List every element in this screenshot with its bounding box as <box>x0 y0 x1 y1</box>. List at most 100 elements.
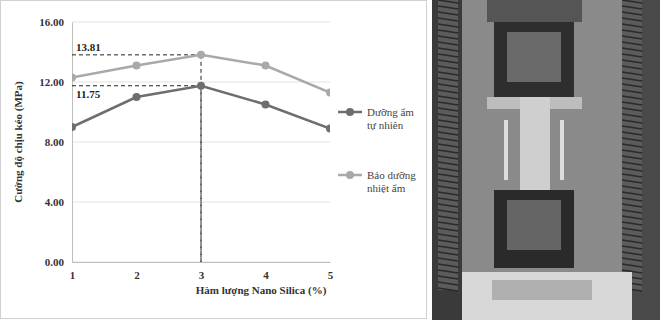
series-point <box>326 125 330 133</box>
crosshead <box>487 0 582 22</box>
lower-grip <box>494 190 574 268</box>
rod-thread <box>438 204 458 207</box>
rod-thread <box>622 156 642 159</box>
x-tick: 4 <box>263 262 269 281</box>
rod-thread <box>438 144 458 147</box>
rod-thread <box>438 282 458 285</box>
legend-label: Dưỡng ẩmtự nhiên <box>367 106 414 131</box>
legend-marker <box>346 171 354 179</box>
rod-thread <box>622 102 642 105</box>
y-tick-label: 4.00 <box>45 196 65 208</box>
rod-thread <box>622 126 642 129</box>
rod-thread <box>438 252 458 255</box>
grip-face <box>507 200 561 250</box>
series-point <box>197 82 205 90</box>
chart-page: 0.004.008.0012.0016.0012345Cường độ chịu… <box>0 0 660 320</box>
rod-thread <box>438 12 458 15</box>
series-point <box>262 62 270 70</box>
grip-face <box>507 32 561 82</box>
y-tick-label: 8.00 <box>45 136 65 148</box>
rod-thread <box>438 192 458 195</box>
annotation-label: 11.75 <box>76 88 101 100</box>
legend: Dưỡng ẩmtự nhiênBảo dưỡngnhiệt ẩm <box>338 106 416 194</box>
rod-thread <box>622 48 642 51</box>
rod-thread <box>438 48 458 51</box>
rod-thread <box>438 150 458 153</box>
rod-thread <box>438 84 458 87</box>
annotation-vline <box>201 86 202 262</box>
rod-thread <box>438 276 458 279</box>
rod-thread <box>622 150 642 153</box>
rod-thread <box>438 228 458 231</box>
rod-thread <box>438 234 458 237</box>
rod-thread <box>438 36 458 39</box>
rod-thread <box>622 6 642 9</box>
rod-thread <box>622 114 642 117</box>
grid-line <box>72 22 330 23</box>
chart-frame <box>1 1 427 319</box>
rod-thread <box>622 240 642 243</box>
upper-grip <box>494 22 574 97</box>
legend-marker <box>346 108 354 116</box>
rod-thread <box>438 288 458 291</box>
rod-thread <box>622 84 642 87</box>
rod-thread <box>438 54 458 57</box>
rod-thread <box>438 168 458 171</box>
rod-thread <box>622 18 642 21</box>
rod-thread <box>438 132 458 135</box>
rod-thread <box>622 90 642 93</box>
y-tick: 4.00 <box>45 196 72 208</box>
y-tick: 16.00 <box>39 16 72 28</box>
rod-thread <box>622 144 642 147</box>
rod-thread <box>622 132 642 135</box>
y-tick: 8.00 <box>45 136 72 148</box>
rod-thread <box>622 138 642 141</box>
gauge-rod <box>560 120 564 180</box>
x-tick-label: 2 <box>134 269 140 281</box>
series-point <box>133 93 141 101</box>
rod-thread <box>438 72 458 75</box>
series-line <box>72 86 330 129</box>
rod-thread <box>438 126 458 129</box>
axis-line <box>73 262 331 263</box>
rod-thread <box>622 192 642 195</box>
series-point <box>72 123 76 131</box>
rod-thread <box>438 180 458 183</box>
rod-thread <box>438 90 458 93</box>
rod-thread <box>438 96 458 99</box>
rod-thread <box>438 102 458 105</box>
photo <box>432 0 660 320</box>
rod-thread <box>438 78 458 81</box>
rod-thread <box>438 258 458 261</box>
rod-thread <box>438 210 458 213</box>
annotation-hline <box>72 54 201 55</box>
annotation-label: 13.81 <box>76 41 101 53</box>
rod-thread <box>438 66 458 69</box>
rod-thread <box>622 60 642 63</box>
base-slot <box>492 280 592 300</box>
grid <box>72 22 330 262</box>
rod-thread <box>438 162 458 165</box>
threaded-rod <box>622 0 642 290</box>
annotation-hline <box>72 85 201 86</box>
x-axis: 12345 <box>70 262 334 281</box>
x-tick-label: 5 <box>328 269 334 281</box>
rod-thread <box>438 174 458 177</box>
rod-thread <box>438 114 458 117</box>
x-axis-title: Hàm lượng Nano Silica (%) <box>196 284 327 297</box>
x-tick-label: 4 <box>263 269 269 281</box>
gauge-rod <box>504 120 508 180</box>
rod-thread <box>622 42 642 45</box>
rod-thread <box>622 12 642 15</box>
y-tick-label: 16.00 <box>39 16 64 28</box>
rod-thread <box>622 252 642 255</box>
series-point <box>326 89 330 97</box>
threaded-rod <box>438 0 458 290</box>
rod-thread <box>438 264 458 267</box>
rod-thread <box>622 24 642 27</box>
x-tick: 3 <box>199 262 205 281</box>
rod-thread <box>622 264 642 267</box>
y-tick-label: 0.00 <box>45 256 65 268</box>
rod-thread <box>622 120 642 123</box>
x-tick: 2 <box>134 262 140 281</box>
